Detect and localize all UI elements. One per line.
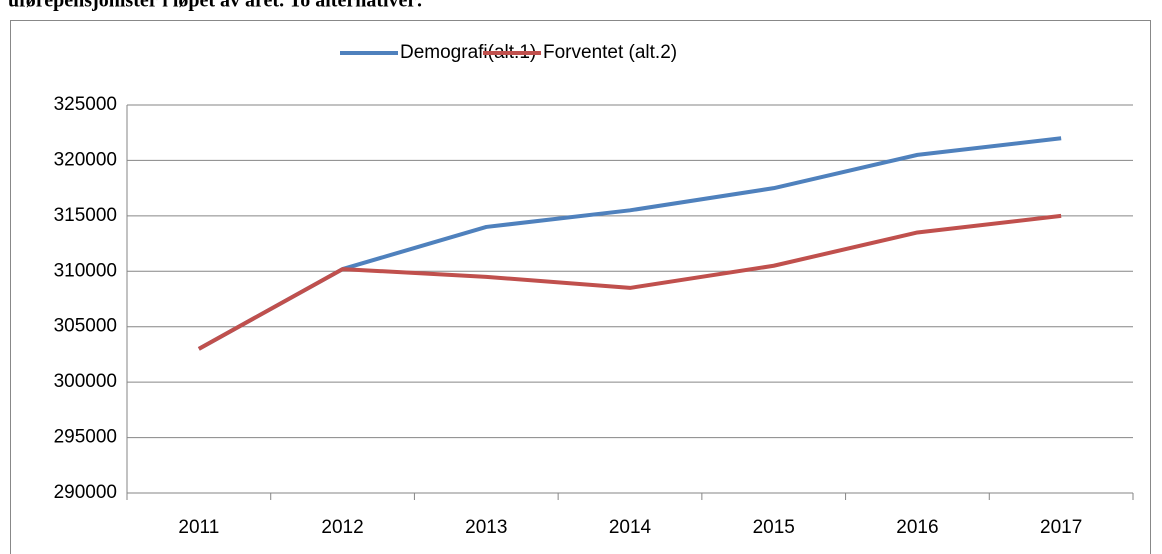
- y-tick-label: 315000: [54, 205, 117, 226]
- series-line: [197, 136, 1062, 351]
- legend-label: Forventet (alt.2): [543, 42, 677, 63]
- x-tick-label: 2011: [178, 517, 219, 538]
- y-tick-label: 325000: [54, 94, 117, 115]
- y-tick-label: 295000: [54, 427, 117, 448]
- x-tick-label: 2015: [753, 517, 795, 538]
- x-tick-label: 2016: [896, 517, 938, 538]
- y-tick-label: 290000: [54, 482, 117, 503]
- x-tick-label: 2017: [1040, 517, 1082, 538]
- series-line: [197, 213, 1062, 351]
- x-tick-label: 2013: [465, 517, 507, 538]
- x-tick-label: 2014: [609, 517, 652, 538]
- legend-label: Demografi(alt.1): [400, 42, 536, 63]
- chart-title: uførepensjonister i løpet av året. To al…: [8, 0, 423, 12]
- y-tick-label: 300000: [54, 371, 117, 392]
- y-tick-label: 310000: [54, 260, 117, 281]
- y-tick-label: 320000: [54, 149, 117, 170]
- y-tick-label: 305000: [54, 316, 117, 337]
- x-tick-label: 2012: [321, 517, 363, 538]
- chart-frame: [10, 20, 1151, 554]
